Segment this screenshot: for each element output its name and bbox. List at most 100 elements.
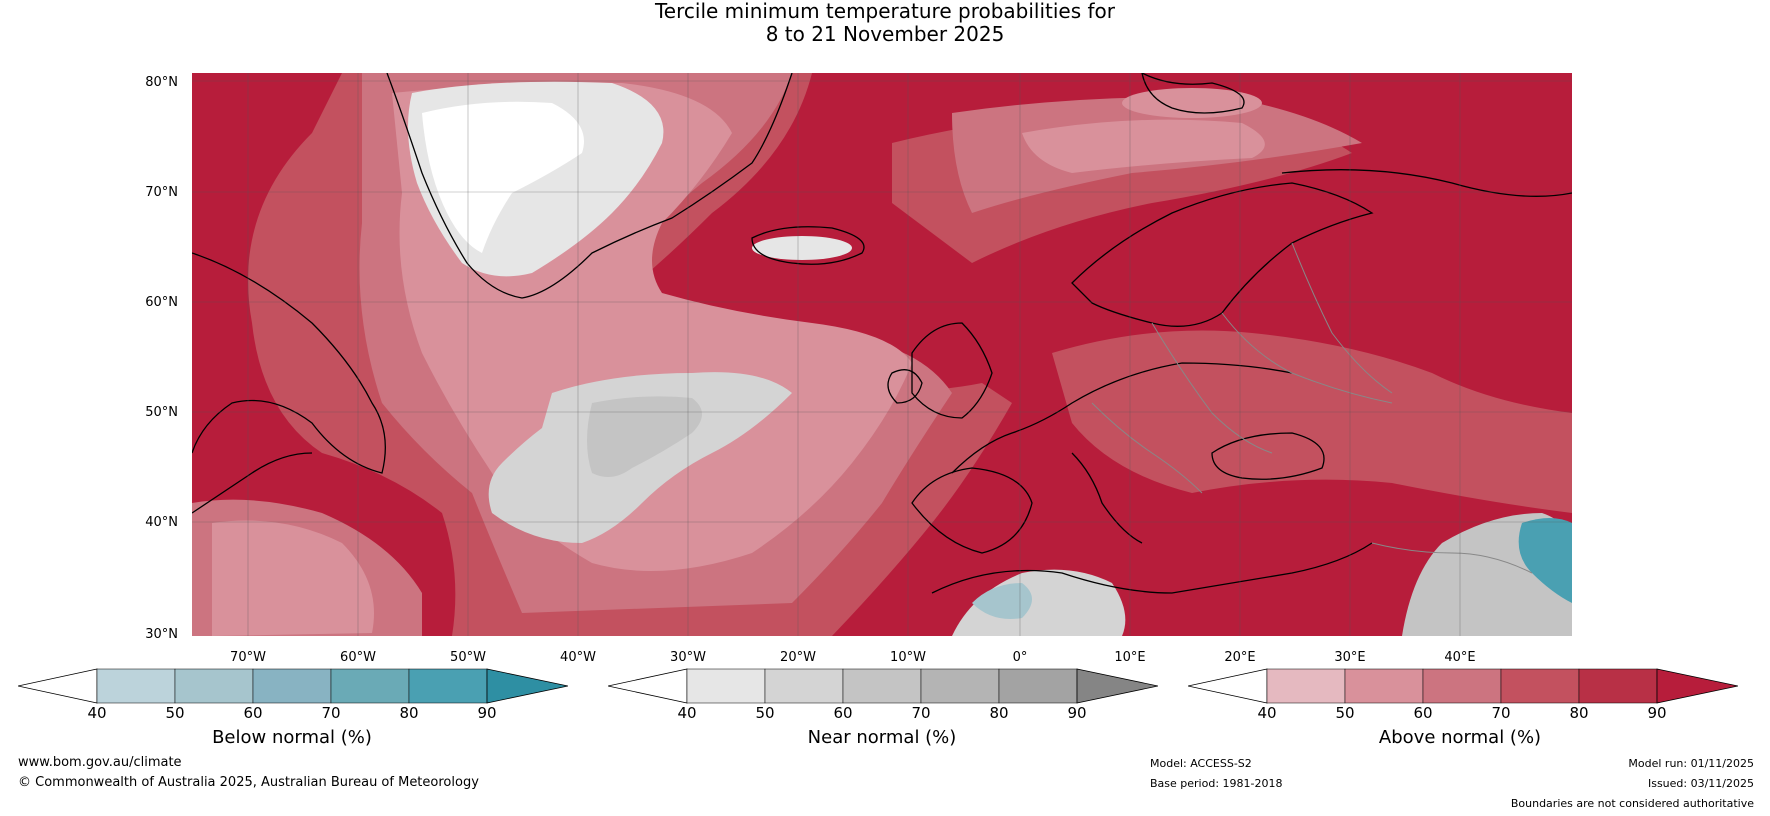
lon-label-50w: 50°W: [450, 650, 486, 665]
lat-label-80n: 80°N: [145, 75, 178, 90]
us-coast: [192, 452, 313, 514]
colorbar-extension-low: [18, 668, 98, 704]
lon-label-70w: 70°W: [230, 650, 266, 665]
colorbar-near-normal: [608, 668, 1158, 704]
colorbar-above-tick: 50: [1335, 704, 1355, 722]
iceland-coast: [751, 226, 865, 265]
zone-near-iceland: [752, 236, 852, 260]
svalbard-coast: [1141, 73, 1245, 114]
italy-coast: [1071, 452, 1143, 544]
lon-label-10w: 10°W: [890, 650, 926, 665]
colorbar-segment: [330, 668, 410, 704]
colorbar-segment: [686, 668, 766, 704]
zone-near-africa: [952, 569, 1126, 636]
lat-label-40n: 40°N: [145, 515, 178, 530]
zone-above-80-c: [1052, 330, 1572, 513]
lat-label-30n: 30°N: [145, 627, 178, 642]
colorbar-segment: [1344, 668, 1424, 704]
colorbar-above-tick: 90: [1647, 704, 1667, 722]
footer-copyright: © Commonwealth of Australia 2025, Austra…: [18, 775, 479, 790]
footer-model-run: Model run: 01/11/2025: [1628, 757, 1754, 770]
colorbar-extension-low: [1188, 668, 1268, 704]
zone-below-mideast: [1518, 518, 1572, 603]
colorbar-below-tick: 50: [165, 704, 185, 722]
map-title-line-1: Tercile minimum temperature probabilitie…: [654, 0, 1116, 23]
zone-near-60-atlantic: [587, 396, 702, 477]
colorbar-near-tick: 60: [833, 704, 853, 722]
labrador-coast: [192, 252, 386, 474]
map-title-line-2: 8 to 21 November 2025: [765, 22, 1005, 46]
colorbar-graphic: [18, 668, 568, 704]
colorbar-below-tick: 40: [87, 704, 107, 722]
colorbar-segment: [920, 668, 1000, 704]
zone-above-60-c: [212, 520, 374, 636]
colorbar-segment: [1266, 668, 1346, 704]
colorbar-below-tick: 80: [399, 704, 419, 722]
britain-coast: [911, 322, 993, 419]
lon-label-10e: 10°E: [1114, 650, 1146, 665]
colorbar-segment: [96, 668, 176, 704]
lon-label-0: 0°: [1012, 650, 1028, 665]
colorbar-segment: [1500, 668, 1580, 704]
colorbar-extension-high: [1076, 668, 1158, 704]
colorbar-segment: [408, 668, 488, 704]
colorbar-below-title: Below normal (%): [212, 727, 372, 748]
black-sea-coast: [1211, 432, 1325, 480]
lon-label-30w: 30°W: [670, 650, 706, 665]
colorbar-segment: [998, 668, 1078, 704]
colorbar-above-title: Above normal (%): [1378, 727, 1542, 748]
colorbar-above-tick: 60: [1413, 704, 1433, 722]
zone-below-africa: [972, 583, 1032, 619]
colorbar-near-tick: 80: [989, 704, 1009, 722]
colorbar-above-tick: 40: [1257, 704, 1277, 722]
footer-base-period: Base period: 1981-2018: [1150, 777, 1283, 790]
coastlines: [192, 73, 1572, 594]
zone-near-40-greenland: [422, 101, 584, 253]
greenland-coast: [386, 73, 793, 299]
map-title: Tercile minimum temperature probabilitie…: [0, 0, 1770, 46]
lat-label-60n: 60°N: [145, 295, 178, 310]
scandinavia-coast: [1071, 182, 1374, 327]
lon-label-40w: 40°W: [560, 650, 596, 665]
colorbar-below-normal: [18, 668, 568, 704]
lon-label-20w: 20°W: [780, 650, 816, 665]
footer-disclaimer: Boundaries are not considered authoritat…: [1510, 797, 1754, 810]
ireland-coast: [887, 369, 923, 404]
colorbar-above-tick: 80: [1569, 704, 1589, 722]
borders: [1091, 242, 1533, 574]
lon-label-20e: 20°E: [1224, 650, 1256, 665]
lon-label-40e: 40°E: [1444, 650, 1476, 665]
colorbar-above-normal: [1188, 668, 1738, 704]
colorbar-above-tick: 70: [1491, 704, 1511, 722]
lat-label-70n: 70°N: [145, 185, 178, 200]
colorbar-below-tick: 90: [477, 704, 497, 722]
colorbar-near-tick: 40: [677, 704, 697, 722]
lon-label-60w: 60°W: [340, 650, 376, 665]
lon-label-30e: 30°E: [1334, 650, 1366, 665]
footer-website[interactable]: www.bom.gov.au/climate: [18, 755, 182, 770]
colorbar-near-tick: 70: [911, 704, 931, 722]
colorbar-extension-low: [608, 668, 688, 704]
europe-coast: [951, 362, 1293, 474]
colorbar-below-tick: 60: [243, 704, 263, 722]
footer-issued: Issued: 03/11/2025: [1647, 777, 1754, 790]
colorbar-segment: [1578, 668, 1658, 704]
colorbar-segment: [842, 668, 922, 704]
colorbar-extension-high: [486, 668, 568, 704]
colorbar-extension-high: [1656, 668, 1738, 704]
colorbar-graphic: [1188, 668, 1738, 704]
colorbar-near-title: Near normal (%): [807, 727, 957, 748]
graticule: [192, 73, 1572, 636]
colorbar-segment: [764, 668, 844, 704]
zone-near-north: [1122, 88, 1262, 118]
colorbar-near-tick: 50: [755, 704, 775, 722]
probability-map: [192, 73, 1572, 636]
colorbar-near-tick: 90: [1067, 704, 1087, 722]
colorbar-segment: [252, 668, 332, 704]
zone-above-60-b: [1022, 119, 1265, 173]
lat-label-50n: 50°N: [145, 405, 178, 420]
colorbar-graphic: [608, 668, 1158, 704]
colorbar-segment: [1422, 668, 1502, 704]
colorbar-below-tick: 70: [321, 704, 341, 722]
arctic-russia-coast: [1281, 169, 1572, 197]
